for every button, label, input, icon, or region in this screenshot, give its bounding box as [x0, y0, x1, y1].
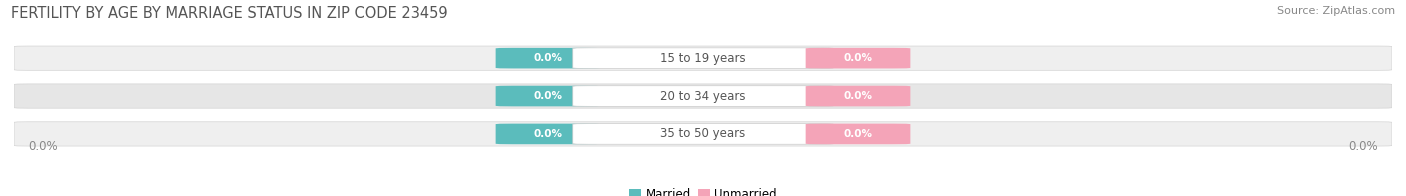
Text: 0.0%: 0.0% — [844, 129, 873, 139]
Text: 0.0%: 0.0% — [533, 129, 562, 139]
Legend: Married, Unmarried: Married, Unmarried — [624, 184, 782, 196]
FancyBboxPatch shape — [496, 124, 600, 144]
Text: Source: ZipAtlas.com: Source: ZipAtlas.com — [1277, 6, 1395, 16]
FancyBboxPatch shape — [14, 46, 1392, 70]
Text: FERTILITY BY AGE BY MARRIAGE STATUS IN ZIP CODE 23459: FERTILITY BY AGE BY MARRIAGE STATUS IN Z… — [11, 6, 449, 21]
Text: 0.0%: 0.0% — [28, 140, 58, 153]
Text: 15 to 19 years: 15 to 19 years — [661, 52, 745, 65]
FancyBboxPatch shape — [806, 124, 910, 144]
FancyBboxPatch shape — [806, 48, 910, 68]
Text: 20 to 34 years: 20 to 34 years — [661, 90, 745, 103]
FancyBboxPatch shape — [572, 48, 834, 68]
FancyBboxPatch shape — [496, 48, 600, 68]
FancyBboxPatch shape — [14, 84, 1392, 108]
Text: 0.0%: 0.0% — [844, 91, 873, 101]
Text: 0.0%: 0.0% — [844, 53, 873, 63]
Text: 0.0%: 0.0% — [1348, 140, 1378, 153]
FancyBboxPatch shape — [572, 124, 834, 144]
FancyBboxPatch shape — [496, 86, 600, 106]
Text: 0.0%: 0.0% — [533, 53, 562, 63]
FancyBboxPatch shape — [14, 122, 1392, 146]
Text: 0.0%: 0.0% — [533, 91, 562, 101]
Text: 35 to 50 years: 35 to 50 years — [661, 127, 745, 140]
FancyBboxPatch shape — [572, 86, 834, 106]
FancyBboxPatch shape — [806, 86, 910, 106]
